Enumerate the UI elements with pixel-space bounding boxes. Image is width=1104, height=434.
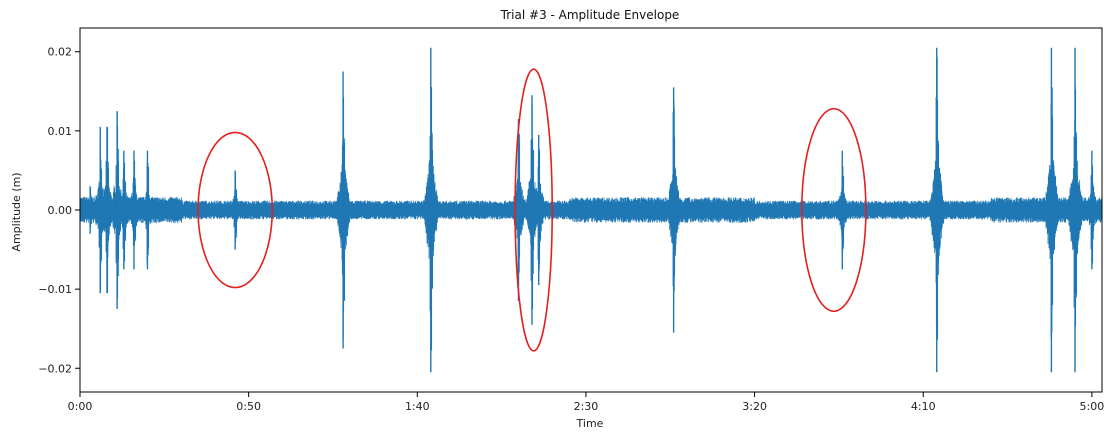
y-axis-label: Amplitude (m) — [10, 172, 23, 251]
annotation-ellipse — [514, 68, 554, 352]
y-axis-ticks: 0.02 0.01 0.00 −0.01 −0.02 — [38, 46, 80, 375]
x-tick-label: 3:20 — [742, 400, 767, 413]
x-tick-label: 4:10 — [911, 400, 936, 413]
y-tick-label: −0.02 — [38, 362, 72, 375]
annotation-ellipse — [801, 107, 867, 313]
x-tick-label: 5:00 — [1080, 400, 1104, 413]
x-tick-label: 0:50 — [236, 400, 261, 413]
annotation-ellipse — [197, 131, 274, 289]
x-tick-label: 2:30 — [574, 400, 599, 413]
x-tick-label: 0:00 — [68, 400, 93, 413]
y-tick-label: 0.00 — [48, 204, 73, 217]
annotation-ellipses — [197, 68, 867, 352]
x-axis-ticks: 0:00 0:50 1:40 2:30 3:20 4:10 5:00 — [68, 392, 1104, 413]
y-tick-label: 0.02 — [48, 46, 73, 59]
x-tick-label: 1:40 — [405, 400, 430, 413]
y-tick-label: 0.01 — [48, 125, 73, 138]
x-axis-label: Time — [576, 417, 604, 430]
signal-series — [80, 47, 1102, 373]
chart-title: Trial #3 - Amplitude Envelope — [500, 8, 680, 22]
y-tick-label: −0.01 — [38, 283, 72, 296]
signal-line — [80, 52, 1102, 357]
